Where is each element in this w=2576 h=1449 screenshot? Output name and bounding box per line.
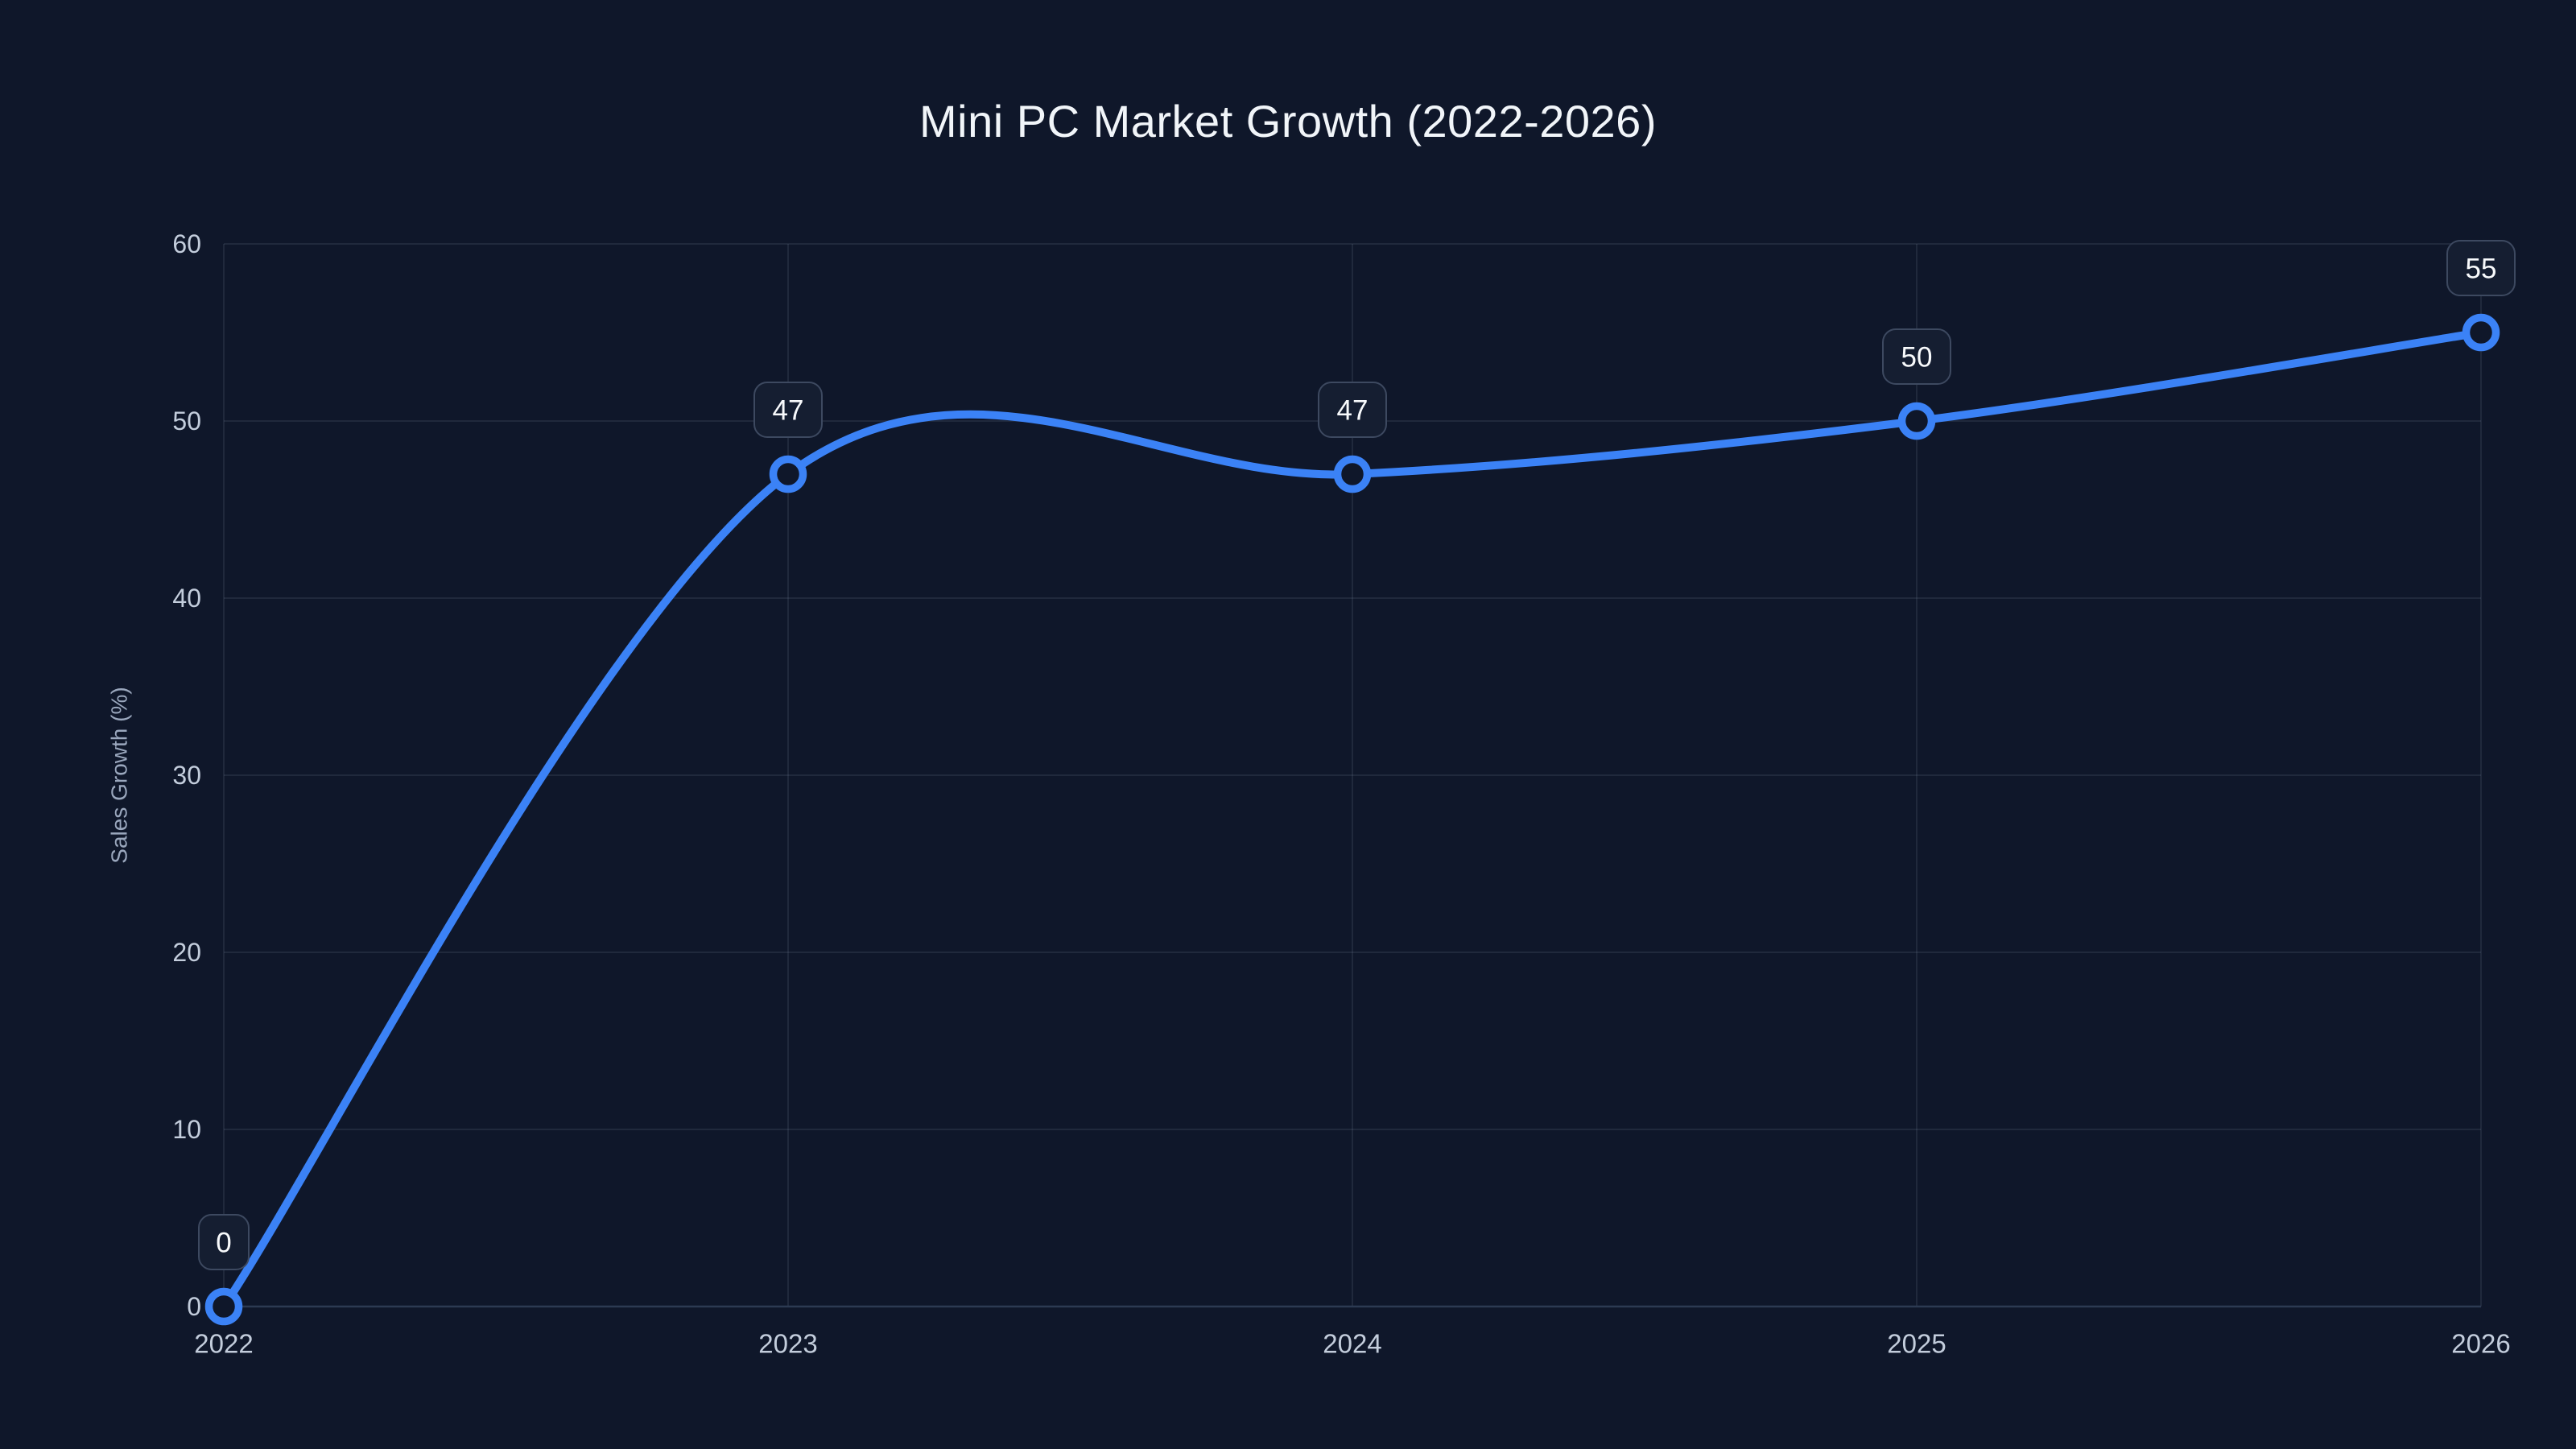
x-tick-label: 2022 <box>194 1329 253 1359</box>
y-axis-title: Sales Growth (%) <box>107 687 132 863</box>
data-label-text: 47 <box>773 395 804 427</box>
data-label-badge <box>753 382 823 438</box>
data-point-marker[interactable] <box>769 455 807 493</box>
data-label-text: 55 <box>2466 254 2497 285</box>
data-label-badge <box>198 1214 250 1270</box>
data-point-marker[interactable] <box>1897 402 1936 440</box>
x-tick-label: 2024 <box>1323 1329 1381 1359</box>
y-tick-label: 10 <box>172 1115 201 1144</box>
data-point-marker[interactable] <box>1333 455 1372 493</box>
data-point-marker[interactable] <box>2462 313 2500 352</box>
data-label-text: 50 <box>1901 342 1933 374</box>
data-label-badge <box>1318 382 1387 438</box>
data-label-badge <box>1882 328 1951 385</box>
data-label-text: 0 <box>216 1228 231 1259</box>
data-label-text: 47 <box>1337 395 1368 427</box>
y-tick-label: 40 <box>172 584 201 613</box>
x-tick-label: 2023 <box>758 1329 817 1359</box>
series-line <box>220 328 2485 1311</box>
y-tick-label: 50 <box>172 407 201 436</box>
y-tick-label: 60 <box>172 229 201 258</box>
y-tick-label: 30 <box>172 761 201 790</box>
chart-title: Mini PC Market Growth (2022-2026) <box>919 96 1657 147</box>
x-tick-label: 2025 <box>1887 1329 1946 1359</box>
data-point-marker[interactable] <box>204 1287 243 1326</box>
y-tick-label: 0 <box>187 1292 201 1321</box>
x-tick-label: 2026 <box>2451 1329 2510 1359</box>
y-tick-label: 20 <box>172 938 201 967</box>
data-label-badge <box>2446 240 2516 296</box>
